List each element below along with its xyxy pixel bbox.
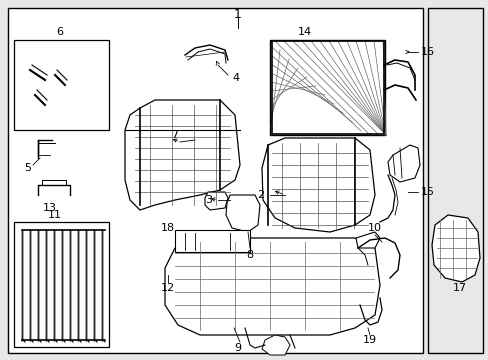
Text: 17: 17 <box>452 283 466 293</box>
Text: 10: 10 <box>367 223 381 233</box>
Text: 19: 19 <box>362 335 376 345</box>
Text: 2: 2 <box>256 190 264 200</box>
Text: 9: 9 <box>234 343 241 353</box>
Ellipse shape <box>359 320 369 330</box>
Ellipse shape <box>95 287 105 297</box>
Polygon shape <box>355 232 379 248</box>
Text: 6: 6 <box>57 27 63 37</box>
Bar <box>269 40 384 135</box>
Text: 5: 5 <box>24 163 31 173</box>
Polygon shape <box>164 238 379 335</box>
Text: 8: 8 <box>246 250 253 260</box>
Text: 12: 12 <box>161 283 175 293</box>
Ellipse shape <box>159 251 177 279</box>
Bar <box>14 222 109 347</box>
Ellipse shape <box>392 49 402 55</box>
Bar <box>427 8 482 353</box>
Bar <box>175 230 249 252</box>
Ellipse shape <box>235 204 252 222</box>
Ellipse shape <box>397 131 407 139</box>
Text: 7: 7 <box>171 130 178 140</box>
Polygon shape <box>225 195 260 232</box>
Text: 11: 11 <box>48 210 62 220</box>
Bar <box>14 40 109 130</box>
Ellipse shape <box>240 209 247 217</box>
Text: 1: 1 <box>234 8 242 21</box>
Ellipse shape <box>93 260 107 276</box>
Polygon shape <box>125 100 240 210</box>
Bar <box>8 8 422 353</box>
Ellipse shape <box>96 306 104 314</box>
Polygon shape <box>204 192 227 210</box>
Text: 13: 13 <box>43 203 57 213</box>
Text: 4: 4 <box>231 73 239 83</box>
Text: 15: 15 <box>420 187 434 197</box>
Text: 16: 16 <box>420 47 434 57</box>
Text: 18: 18 <box>161 223 175 233</box>
Polygon shape <box>262 335 289 355</box>
Polygon shape <box>262 138 374 232</box>
Ellipse shape <box>387 45 407 59</box>
Ellipse shape <box>386 130 398 140</box>
Polygon shape <box>431 215 479 282</box>
Text: 3: 3 <box>204 195 212 205</box>
Polygon shape <box>387 145 419 182</box>
Text: 14: 14 <box>297 27 311 37</box>
